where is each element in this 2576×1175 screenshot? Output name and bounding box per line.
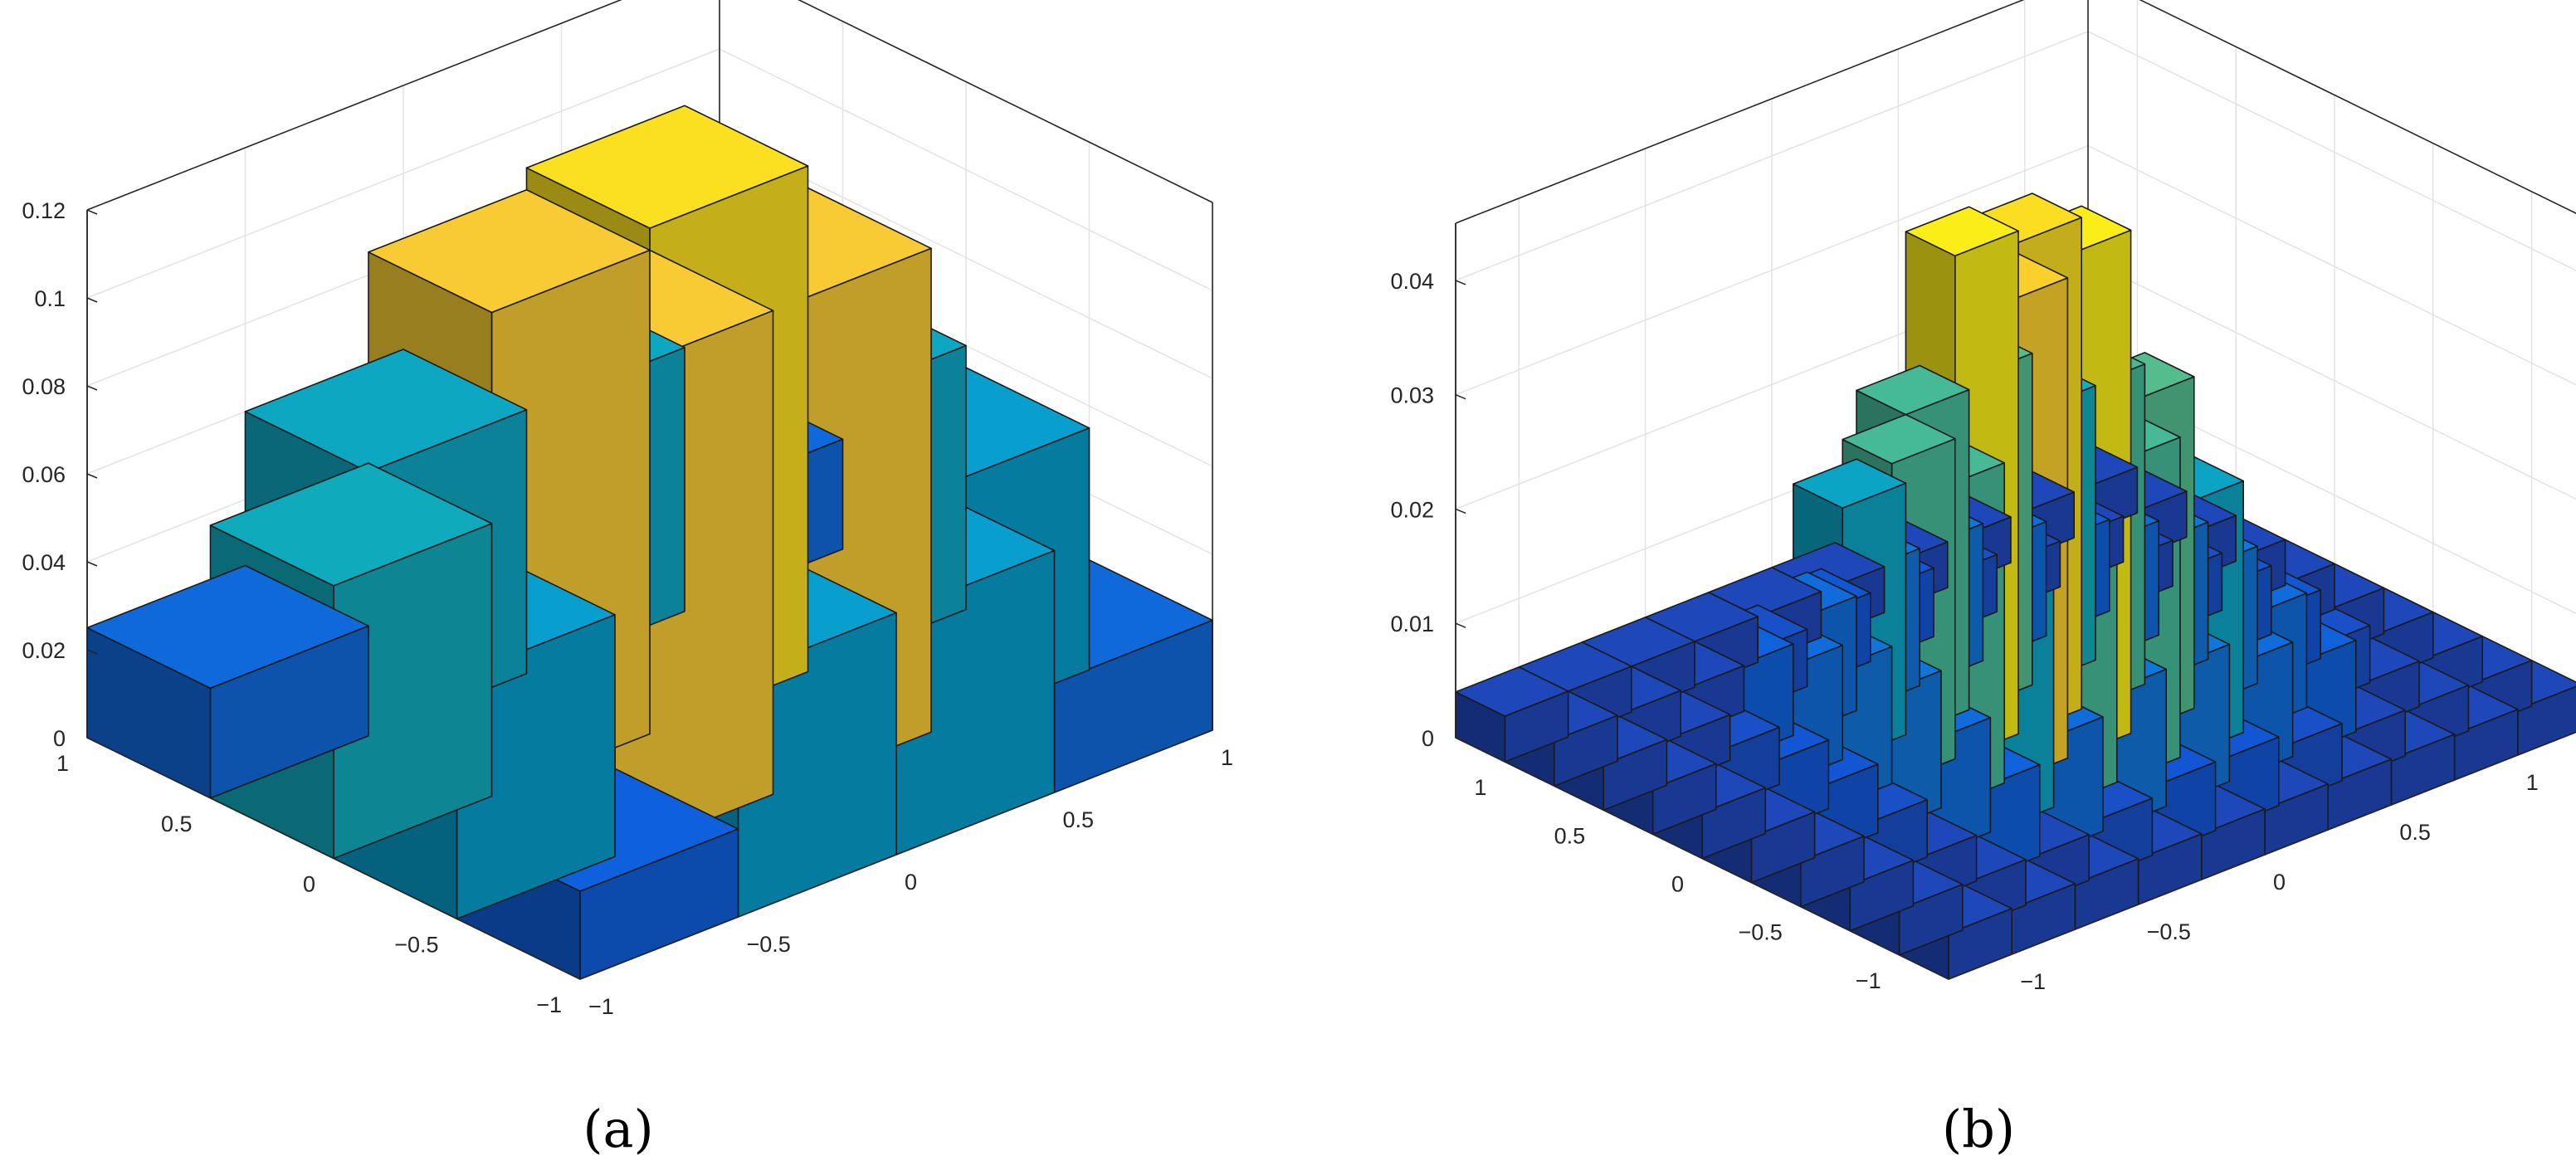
z-tick-label: 0 xyxy=(1422,726,1434,751)
bar xyxy=(1455,666,1569,763)
z-tick-label: 0.02 xyxy=(22,638,66,663)
bar-top-face xyxy=(368,189,651,314)
z-tick-mark xyxy=(1455,622,1466,628)
bar-top-face xyxy=(86,564,369,690)
bar-top-face xyxy=(1856,364,1970,416)
z-tick-label: 0.03 xyxy=(1390,383,1434,408)
y-axis-line xyxy=(86,737,581,980)
bar-top-face xyxy=(1905,206,2019,257)
z-tick-mark xyxy=(86,209,98,215)
caption-b: (b) xyxy=(1942,1099,2015,1159)
z-tick-label: 0.01 xyxy=(1390,612,1434,636)
y-tick-label: −0.5 xyxy=(394,932,438,957)
z-tick-label: 0 xyxy=(53,726,66,751)
z-tick-mark xyxy=(1455,393,1466,400)
z-tick-mark xyxy=(1455,508,1466,514)
y-tick-label: −1 xyxy=(1856,968,1881,993)
bar-top-face xyxy=(1842,413,1956,465)
z-tick-mark xyxy=(86,297,98,303)
axis-ticks: −1 −0.5 0 0.5 1 −1 −0.5 0 0.5 1 0 0.01 0.02 0.03 0.04 xyxy=(1390,223,2576,994)
z-tick-mark xyxy=(86,561,98,567)
y-tick-label: 0 xyxy=(1671,872,1684,897)
x-axis-line xyxy=(1948,731,2576,980)
x-tick-label: 0 xyxy=(2273,870,2286,895)
caption-a: (a) xyxy=(583,1099,653,1159)
z-tick-label: 0.04 xyxy=(1390,269,1434,294)
chart-panel-b: −1 −0.5 0 0.5 1 −1 −0.5 0 0.5 1 0 0.01 0.02 0.03 0.04 xyxy=(1390,0,2576,994)
axes-edge xyxy=(86,0,622,211)
y-tick-label: −1 xyxy=(536,992,562,1017)
z-tick-mark xyxy=(1455,280,1466,285)
bar-top-face xyxy=(244,349,528,473)
chart-panel-a: −1−0.500.51−1−0.500.5100.020.040.060.080… xyxy=(22,0,1233,1019)
y-tick-label: 1 xyxy=(56,751,69,776)
z-tick-mark xyxy=(86,737,98,743)
bars xyxy=(1455,193,2576,980)
bar-top-face xyxy=(209,462,493,587)
x-tick-label: 1 xyxy=(1221,745,1233,770)
z-tick-label: 0.1 xyxy=(34,286,66,311)
x-tick-label: −0.5 xyxy=(2147,919,2191,944)
z-tick-label: 0.06 xyxy=(22,462,66,487)
bar-top-face xyxy=(525,105,809,229)
x-tick-label: 0.5 xyxy=(1063,807,1095,832)
y-tick-label: 1 xyxy=(1474,775,1486,800)
x-tick-label: 0 xyxy=(905,870,917,895)
axis-ticks: −1−0.500.51−1−0.500.5100.020.040.060.080… xyxy=(22,198,1233,1019)
x-tick-label: 1 xyxy=(2526,770,2539,795)
z-tick-label: 0.08 xyxy=(22,374,66,399)
z-tick-label: 0.12 xyxy=(22,198,66,223)
z-tick-label: 0.04 xyxy=(22,550,66,575)
x-tick-label: −0.5 xyxy=(747,932,791,957)
bar-top-face xyxy=(1793,458,1907,509)
bars xyxy=(86,105,1213,980)
z-tick-mark xyxy=(86,649,98,655)
z-tick-mark xyxy=(1455,737,1466,743)
y-tick-label: 0.5 xyxy=(1554,823,1586,848)
x-tick-label: 0.5 xyxy=(2399,820,2431,845)
x-tick-label: −1 xyxy=(588,994,614,1019)
x-axis-line xyxy=(579,729,1213,980)
axes-edge xyxy=(798,0,1213,203)
axes-edge xyxy=(1455,0,2025,224)
axes-edge xyxy=(2139,0,2576,214)
x-tick-label: −1 xyxy=(2020,969,2046,994)
z-tick-label: 0.02 xyxy=(1390,497,1434,522)
z-tick-mark xyxy=(86,385,98,391)
bar-top-face xyxy=(1455,666,1569,717)
z-tick-mark xyxy=(86,473,98,479)
y-axis-line xyxy=(1455,737,1949,980)
bar xyxy=(86,564,369,799)
y-tick-label: 0.5 xyxy=(161,812,193,836)
y-tick-label: −0.5 xyxy=(1738,920,1782,945)
y-tick-label: 0 xyxy=(303,872,315,897)
